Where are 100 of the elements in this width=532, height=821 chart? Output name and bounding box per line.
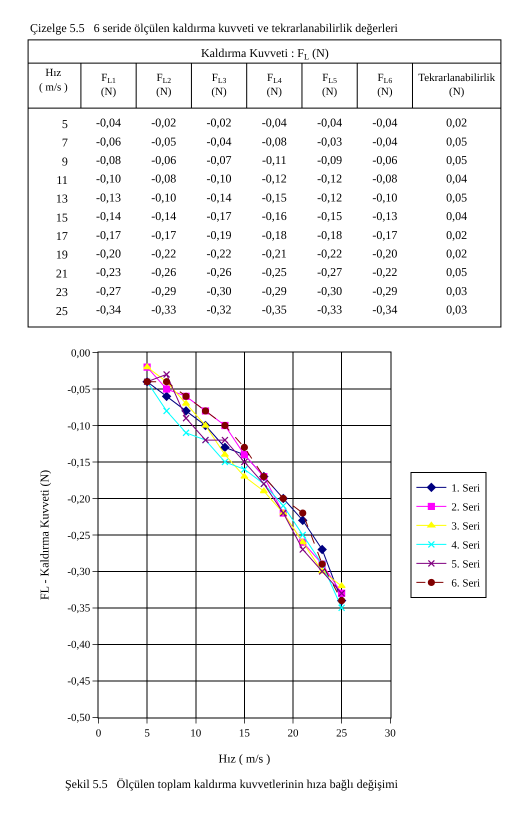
y-tick-label: 21	[56, 266, 68, 280]
data-label: 0,02	[446, 228, 468, 242]
data-label: -0,14	[96, 209, 122, 224]
text: Şekil 5.5 Ölçülen toplam kaldırma kuvvetlerinin hıza bağlı değişimi	[65, 777, 399, 791]
legend-label: 2. Seri	[451, 502, 480, 514]
data-label: -0,07	[206, 153, 232, 168]
data-label: -0,13	[96, 190, 122, 204]
data-label: -0,17	[372, 228, 398, 242]
y-tick-label: -0,05	[67, 384, 91, 396]
x-tick-label: F$_{L4}$ (N)	[266, 72, 282, 98]
x-tick-label: 10	[190, 727, 202, 740]
data-label: -0,12	[262, 172, 287, 186]
data-label: -0,18	[262, 228, 287, 242]
x-tick-label: 30	[384, 727, 396, 740]
data-label: 0,05	[446, 265, 468, 280]
y-tick-label: -0,40	[67, 639, 91, 652]
y-tick-label: -0,50	[67, 712, 91, 724]
data-label: -0,27	[96, 284, 122, 298]
y-tick-label: -0,30	[67, 566, 91, 578]
y-tick-label: -0,20	[67, 493, 91, 506]
data-label: 0,04	[446, 172, 468, 186]
data-label: -0,29	[372, 284, 398, 298]
data-label: 0,05	[446, 134, 468, 148]
chart-title: Çizelge 5.5 6 seride ölçülen kaldırma kuvveti ve tekrarlanabilirlik değerleri	[30, 21, 399, 35]
data-label: -0,30	[206, 284, 232, 298]
legend-label: 6. Seri	[451, 578, 480, 590]
y-tick-label: 13	[56, 192, 68, 206]
y-tick-label: 0,00	[71, 347, 91, 360]
x-tick-label: 20	[288, 727, 299, 740]
data-label: -0,08	[96, 153, 122, 168]
x-tick-label: 25	[336, 727, 348, 740]
data-label: -0,11	[262, 153, 287, 168]
data-label: -0,16	[262, 209, 287, 224]
data-label: -0,14	[151, 209, 176, 224]
y-tick-label: 11	[56, 172, 68, 187]
y-tick-label: 9	[62, 154, 68, 168]
data-label: -0,08	[151, 172, 176, 186]
x-tick-label: 5	[144, 727, 150, 740]
data-label: -0,21	[262, 246, 287, 261]
y-tick-label: 5	[62, 116, 68, 131]
y-tick-label: -0,10	[67, 420, 91, 432]
y-tick-label: -0,15	[67, 456, 91, 469]
data-label: -0,02	[206, 116, 232, 130]
x-tick-label: 0	[96, 727, 102, 740]
data-label: -0,22	[206, 246, 232, 261]
data-label: -0,26	[206, 265, 232, 280]
data-label: -0,35	[262, 302, 287, 317]
data-label: -0,20	[96, 246, 122, 261]
data-label: 0,03	[446, 284, 468, 298]
data-label: -0,04	[372, 134, 398, 148]
data-label: -0,06	[96, 134, 122, 148]
data-label: -0,22	[317, 246, 342, 261]
data-label: -0,18	[317, 228, 342, 242]
x-axis-title: Hız ( m/s )	[218, 751, 270, 766]
data-label: -0,19	[206, 228, 232, 242]
data-label: -0,02	[151, 116, 176, 130]
data-label: 0,05	[446, 153, 468, 168]
data-label: -0,26	[151, 265, 176, 280]
data-label: -0,04	[317, 116, 342, 130]
data-label: -0,08	[372, 172, 398, 186]
legend-label: 3. Seri	[451, 520, 480, 533]
legend-label: 5. Seri	[451, 558, 480, 571]
y-axis-title: FL - Kaldırma Kuvveti (N)	[38, 470, 52, 600]
data-label: -0,12	[317, 190, 342, 204]
data-label: 0,03	[446, 302, 468, 317]
data-label: 0,02	[446, 116, 468, 130]
data-label: -0,04	[262, 116, 287, 130]
data-label: 0,02	[446, 246, 468, 261]
data-label: -0,30	[317, 284, 342, 298]
data-label: -0,09	[317, 153, 342, 168]
data-label: -0,15	[317, 209, 342, 224]
x-tick-label: 15	[238, 727, 250, 740]
data-label: -0,17	[96, 228, 122, 242]
data-label: -0,33	[151, 302, 176, 317]
data-label: -0,34	[372, 302, 398, 317]
data-label: -0,10	[151, 190, 176, 204]
data-label: -0,34	[96, 302, 122, 317]
data-label: -0,15	[262, 190, 287, 204]
data-label: -0,03	[317, 134, 342, 148]
data-label: -0,04	[372, 116, 398, 130]
x-tick-label: F$_{L1}$ (N)	[100, 72, 116, 98]
x-tick-label: F$_{L5}$ (N)	[322, 72, 338, 98]
data-label: -0,13	[372, 209, 398, 224]
data-label: -0,04	[96, 116, 122, 130]
y-tick-label: -0,35	[67, 602, 91, 615]
data-label: -0,22	[151, 246, 176, 261]
y-tick-label: 15	[56, 210, 68, 224]
data-label: -0,17	[206, 209, 232, 224]
chart-subtitle: Kaldırma Kuvveti : F$_{L}$ (N)	[201, 46, 329, 62]
data-label: -0,14	[206, 190, 232, 204]
legend-label: 1. Seri	[451, 482, 480, 495]
data-label: -0,10	[206, 172, 232, 186]
data-label: -0,20	[372, 246, 398, 261]
legend-label: 4. Seri	[451, 540, 480, 552]
y-tick-label: 17	[56, 229, 68, 244]
data-label: -0,25	[262, 265, 287, 280]
y-tick-label: 7	[62, 136, 68, 150]
x-tick-label: F$_{L3}$ (N)	[211, 72, 228, 98]
data-label: 0,04	[446, 209, 468, 224]
y-tick-label: 19	[56, 248, 68, 262]
